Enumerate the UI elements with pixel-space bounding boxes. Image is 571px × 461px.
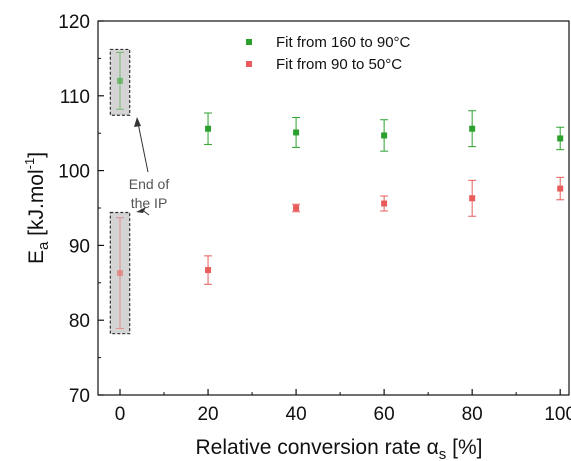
data-point <box>469 125 476 132</box>
x-tick-label: 20 <box>197 404 218 425</box>
x-tick-label: 40 <box>286 404 307 425</box>
legend-label-series-2: Fit from 90 to 50°C <box>276 56 402 73</box>
data-points <box>116 51 565 329</box>
data-point <box>469 195 476 202</box>
annotation-arrowhead-up <box>134 117 141 127</box>
y-tick-label: 70 <box>69 386 90 407</box>
x-tick-label: 100 <box>544 404 571 425</box>
data-point <box>293 129 300 136</box>
legend-marker-series-1 <box>246 39 252 45</box>
legend: Fit from 160 to 90°C Fit from 90 to 50°C <box>246 34 411 73</box>
data-point <box>381 200 388 207</box>
data-point <box>205 267 212 274</box>
series-1 <box>116 51 565 152</box>
y-tick-label: 80 <box>69 311 90 332</box>
x-tick-label: 0 <box>115 404 126 425</box>
annotation-arrow-up <box>137 122 149 173</box>
annotation-text-line1: End of <box>129 176 170 192</box>
legend-marker-series-2 <box>246 61 252 67</box>
data-point <box>205 125 212 132</box>
y-tick-label: 100 <box>58 162 90 183</box>
data-point <box>381 132 388 139</box>
y-tick-label: 120 <box>58 12 90 33</box>
data-point <box>293 205 300 211</box>
plot-frame <box>97 20 570 396</box>
axis-ticks: 0 20 40 60 80 100 70 80 90 100 110 120 <box>58 12 571 425</box>
y-axis-title: Ea [kJ.mol-1] <box>22 152 52 264</box>
annotation-arrowhead-down <box>136 207 146 213</box>
y-tick-label: 110 <box>60 87 90 108</box>
y-tick-label: 90 <box>69 236 90 257</box>
x-axis-title: Relative conversion rate αs [%] <box>196 436 483 461</box>
annotation-text-line2: the IP <box>131 195 168 211</box>
data-point <box>557 185 564 192</box>
annotation: End of the IP <box>129 117 170 216</box>
legend-label-series-1: Fit from 160 to 90°C <box>276 34 411 51</box>
x-tick-label: 80 <box>462 404 483 425</box>
x-tick-label: 60 <box>374 404 395 425</box>
data-point <box>117 77 124 84</box>
data-point <box>557 135 564 142</box>
data-point <box>117 270 124 277</box>
series-2 <box>116 176 565 329</box>
